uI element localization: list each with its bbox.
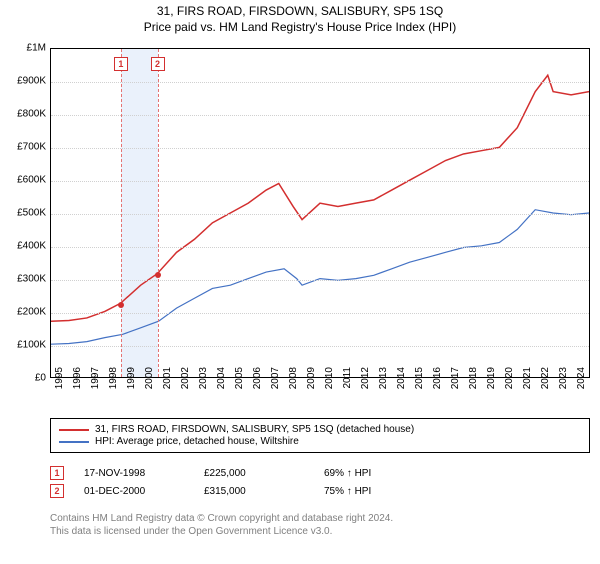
- x-tick-label: 2016: [432, 367, 443, 397]
- x-tick-label: 2019: [486, 367, 497, 397]
- sale-marker: 1: [50, 466, 64, 480]
- x-tick-label: 2011: [342, 367, 353, 397]
- legend-label: 31, FIRS ROAD, FIRSDOWN, SALISBURY, SP5 …: [95, 424, 414, 435]
- gridline: [51, 148, 589, 149]
- legend-swatch: [59, 429, 89, 431]
- chart-subtitle: Price paid vs. HM Land Registry's House …: [0, 20, 600, 34]
- sale-date: 17-NOV-1998: [84, 468, 204, 479]
- gridline: [51, 247, 589, 248]
- x-tick-label: 2005: [234, 367, 245, 397]
- y-tick-label: £200K: [0, 307, 46, 318]
- x-tick-label: 2002: [180, 367, 191, 397]
- y-tick-label: £900K: [0, 76, 46, 87]
- x-tick-label: 2007: [270, 367, 281, 397]
- x-tick-label: 2010: [324, 367, 335, 397]
- y-tick-label: £0: [0, 373, 46, 384]
- y-tick-label: £600K: [0, 175, 46, 186]
- y-tick-label: £500K: [0, 208, 46, 219]
- legend-label: HPI: Average price, detached house, Wilt…: [95, 436, 299, 447]
- y-tick-label: £800K: [0, 109, 46, 120]
- x-tick-label: 2018: [468, 367, 479, 397]
- x-tick-label: 2024: [576, 367, 587, 397]
- sale-row: 2 01-DEC-2000£315,00075% ↑ HPI: [50, 484, 371, 498]
- sale-delta: 69% ↑ HPI: [324, 468, 371, 479]
- footer-text: Contains HM Land Registry data © Crown c…: [50, 512, 393, 538]
- sale-delta: 75% ↑ HPI: [324, 486, 371, 497]
- y-tick-label: £100K: [0, 340, 46, 351]
- x-tick-label: 2008: [288, 367, 299, 397]
- y-tick-label: £400K: [0, 241, 46, 252]
- sale-marker-box: 1: [114, 57, 128, 71]
- sale-row: 1 17-NOV-1998£225,00069% ↑ HPI: [50, 466, 371, 480]
- highlight-band: [121, 49, 158, 377]
- sale-price: £315,000: [204, 486, 324, 497]
- x-tick-label: 2015: [414, 367, 425, 397]
- x-tick-label: 2014: [396, 367, 407, 397]
- x-tick-label: 2009: [306, 367, 317, 397]
- legend: 31, FIRS ROAD, FIRSDOWN, SALISBURY, SP5 …: [50, 418, 590, 453]
- x-tick-label: 1998: [108, 367, 119, 397]
- sale-point: [155, 272, 161, 278]
- sale-point: [118, 302, 124, 308]
- chart-title: 31, FIRS ROAD, FIRSDOWN, SALISBURY, SP5 …: [0, 4, 600, 18]
- gridline: [51, 115, 589, 116]
- sale-date: 01-DEC-2000: [84, 486, 204, 497]
- x-tick-label: 2004: [216, 367, 227, 397]
- sale-vline: [121, 49, 122, 377]
- x-tick-label: 2020: [504, 367, 515, 397]
- x-tick-label: 2000: [144, 367, 155, 397]
- x-tick-label: 2003: [198, 367, 209, 397]
- x-tick-label: 1999: [126, 367, 137, 397]
- x-tick-label: 2022: [540, 367, 551, 397]
- x-tick-label: 2006: [252, 367, 263, 397]
- chart-container: 31, FIRS ROAD, FIRSDOWN, SALISBURY, SP5 …: [0, 4, 600, 564]
- y-tick-label: £1M: [0, 43, 46, 54]
- y-tick-label: £700K: [0, 142, 46, 153]
- sale-marker-box: 2: [151, 57, 165, 71]
- x-tick-label: 1996: [72, 367, 83, 397]
- x-tick-label: 2013: [378, 367, 389, 397]
- legend-swatch: [59, 441, 89, 443]
- gridline: [51, 214, 589, 215]
- x-tick-label: 2001: [162, 367, 173, 397]
- footer-line2: This data is licensed under the Open Gov…: [50, 525, 393, 538]
- sales-table: 1 17-NOV-1998£225,00069% ↑ HPI 2 01-DEC-200…: [50, 462, 371, 502]
- x-tick-label: 1995: [54, 367, 65, 397]
- y-tick-label: £300K: [0, 274, 46, 285]
- x-tick-label: 2023: [558, 367, 569, 397]
- x-tick-label: 2021: [522, 367, 533, 397]
- x-tick-label: 1997: [90, 367, 101, 397]
- legend-row: 31, FIRS ROAD, FIRSDOWN, SALISBURY, SP5 …: [59, 424, 581, 435]
- legend-row: HPI: Average price, detached house, Wilt…: [59, 436, 581, 447]
- x-tick-label: 2017: [450, 367, 461, 397]
- gridline: [51, 181, 589, 182]
- sale-marker: 2: [50, 484, 64, 498]
- footer-line1: Contains HM Land Registry data © Crown c…: [50, 512, 393, 525]
- sale-vline: [158, 49, 159, 377]
- x-tick-label: 2012: [360, 367, 371, 397]
- sale-price: £225,000: [204, 468, 324, 479]
- gridline: [51, 280, 589, 281]
- gridline: [51, 346, 589, 347]
- gridline: [51, 82, 589, 83]
- gridline: [51, 313, 589, 314]
- plot-area: 12: [50, 48, 590, 378]
